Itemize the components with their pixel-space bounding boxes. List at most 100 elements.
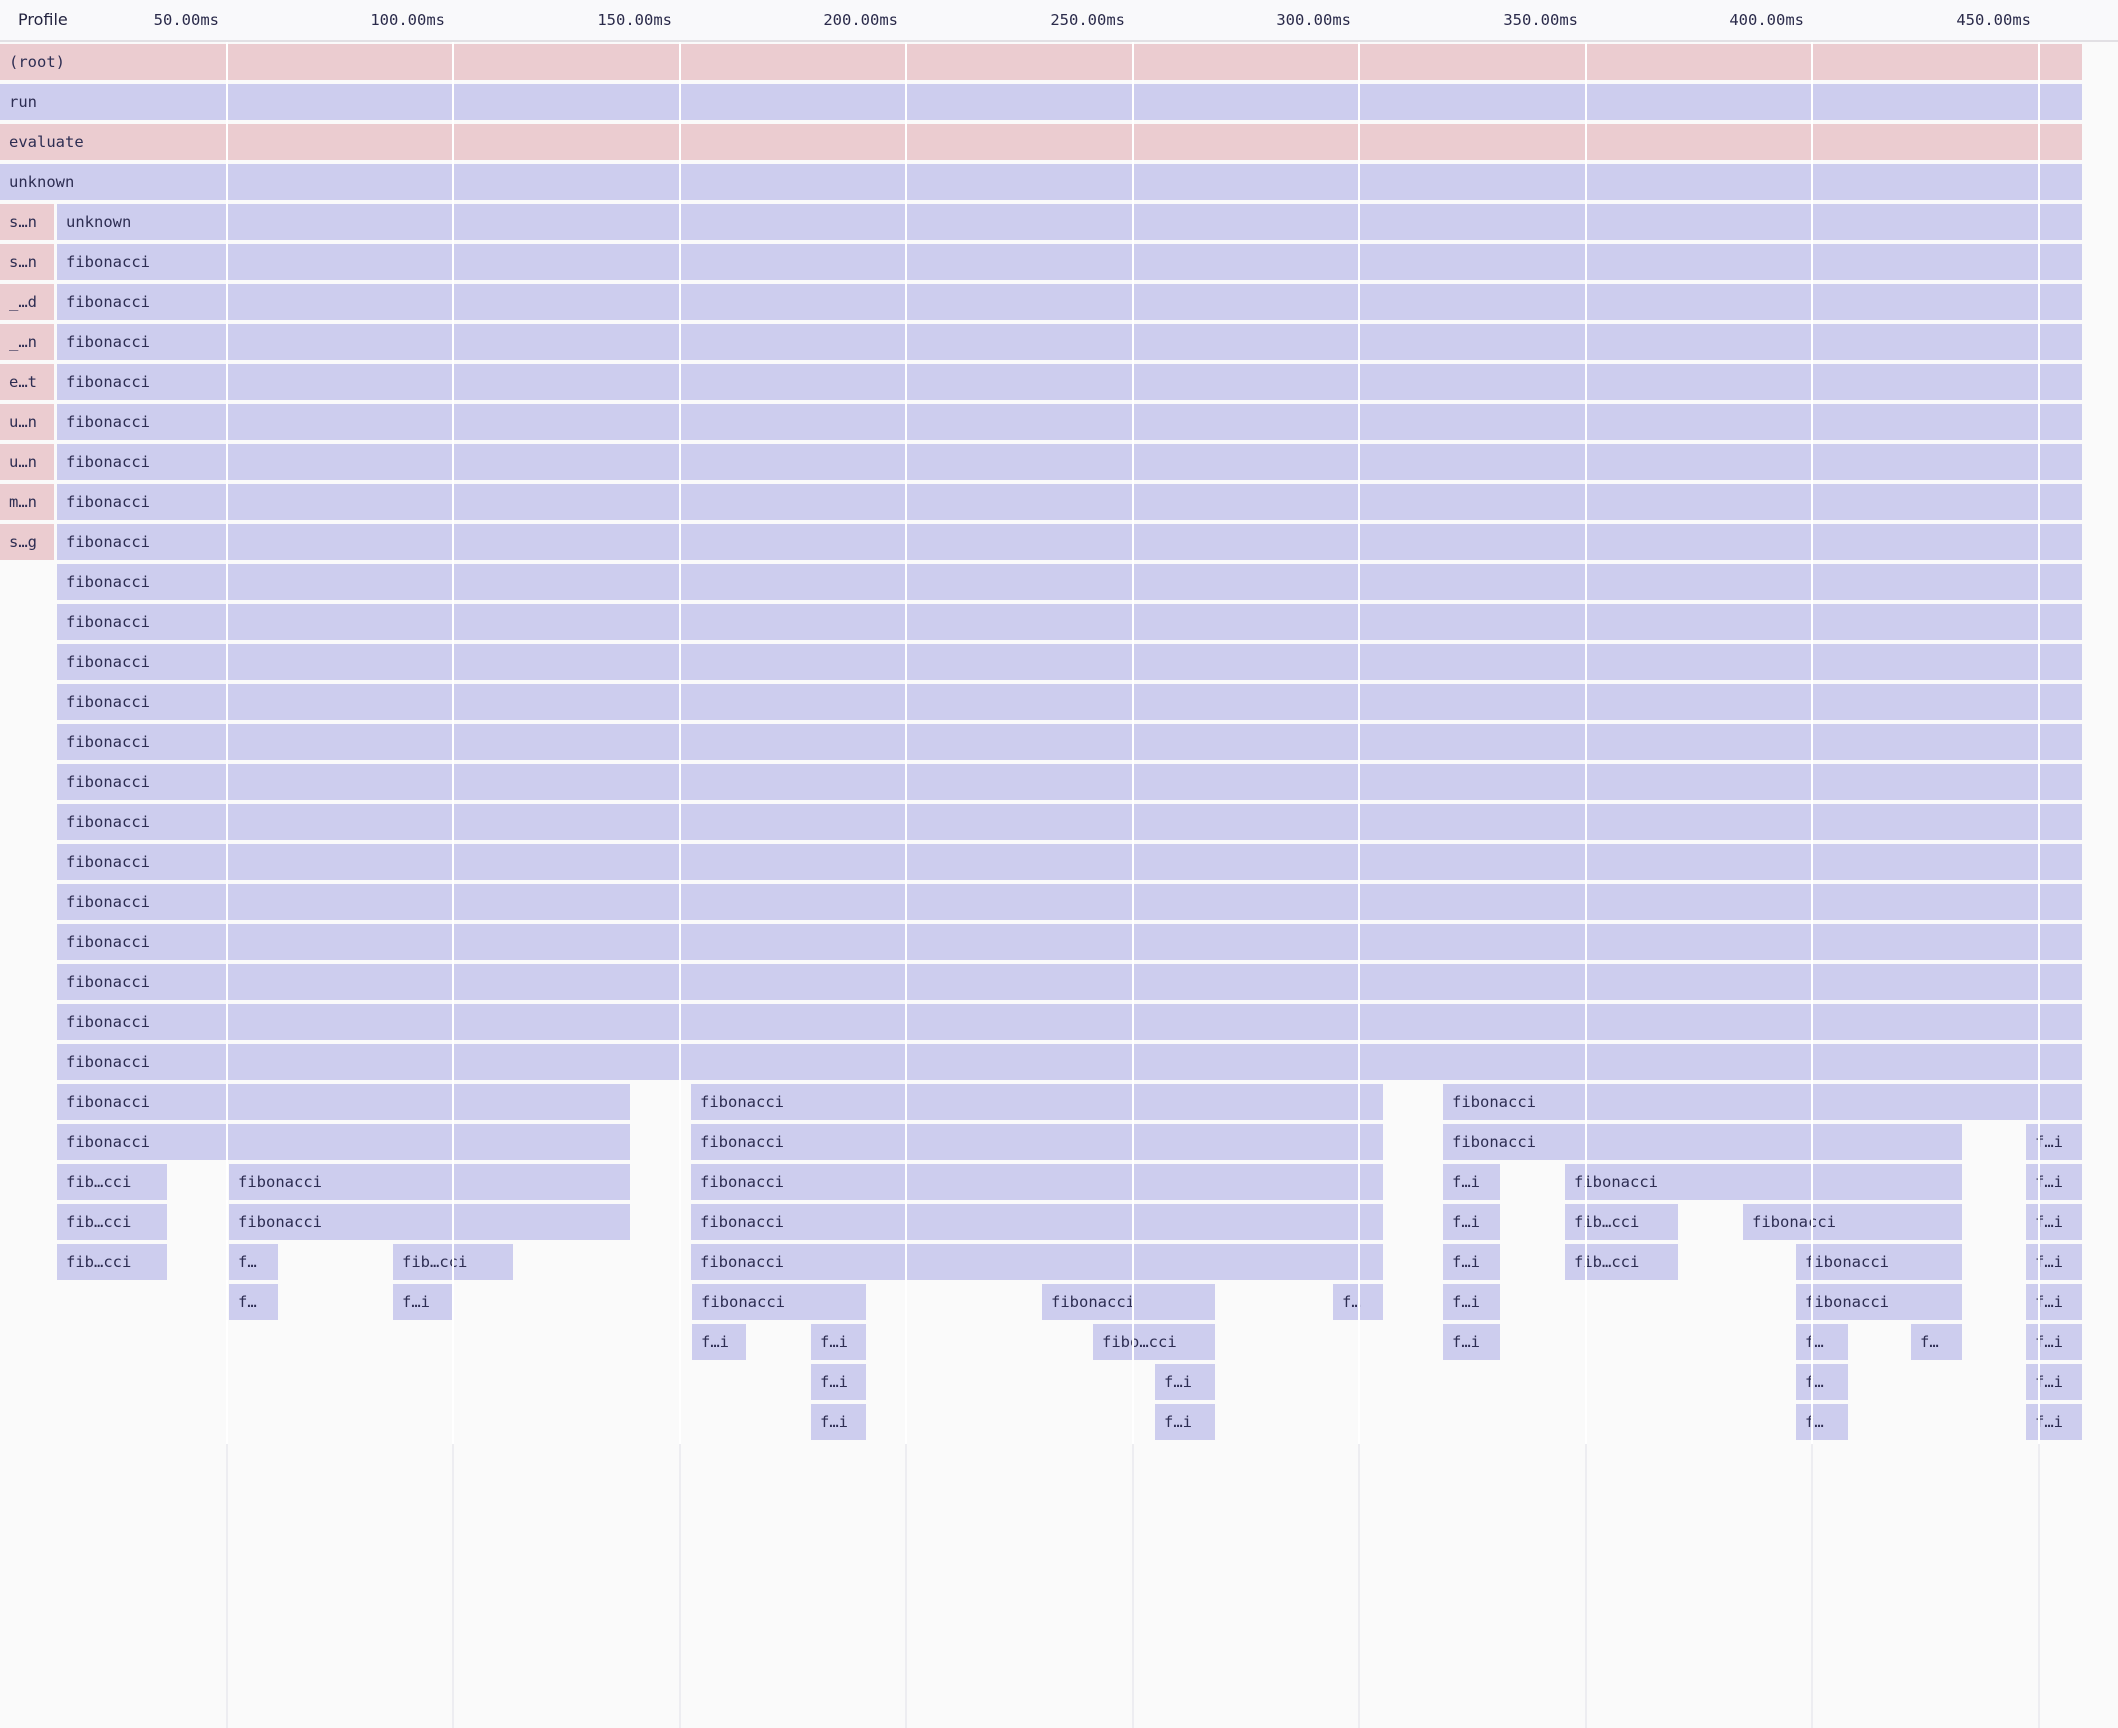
flame-bar[interactable]: fibonacci — [1443, 1084, 2082, 1120]
flame-bar[interactable]: fibonacci — [57, 644, 2082, 680]
flame-bar[interactable]: fibonacci — [1565, 1164, 1962, 1200]
time-tick-label: 400.00ms — [1729, 11, 1804, 29]
flame-bar[interactable]: fibonacci — [57, 1084, 630, 1120]
profile-tab-label: Profile — [18, 10, 68, 29]
flame-bar[interactable]: f…i — [1155, 1404, 1215, 1440]
flame-bar[interactable]: f…i — [2026, 1404, 2082, 1440]
flame-bar[interactable]: fibonacci — [1796, 1244, 1962, 1280]
flame-bar[interactable]: fibonacci — [57, 444, 2082, 480]
flame-bar[interactable]: s…n — [0, 244, 54, 280]
flame-bar[interactable]: unknown — [0, 164, 2082, 200]
flame-bar[interactable]: fibonacci — [57, 1044, 2082, 1080]
flame-bar[interactable]: fibonacci — [57, 244, 2082, 280]
time-tick-label: 50.00ms — [153, 11, 219, 29]
flame-bar[interactable]: f…i — [692, 1324, 746, 1360]
flame-bar[interactable]: fib…cci — [57, 1204, 167, 1240]
time-gridline — [905, 1444, 907, 1728]
time-gridline — [679, 42, 681, 1444]
time-tick-label: 250.00ms — [1050, 11, 1125, 29]
flame-bar[interactable]: f…i — [811, 1324, 866, 1360]
flame-bar[interactable]: fibonacci — [57, 564, 2082, 600]
flame-bar[interactable]: fibonacci — [1443, 1124, 1962, 1160]
flame-bar[interactable]: fibonacci — [229, 1204, 630, 1240]
flame-bar[interactable]: fibonacci — [229, 1164, 630, 1200]
flame-bar[interactable]: fibonacci — [691, 1084, 1383, 1120]
flame-bar[interactable]: f…i — [1443, 1164, 1500, 1200]
time-tick-label: 100.00ms — [370, 11, 445, 29]
flame-bar[interactable]: f…i — [811, 1404, 866, 1440]
time-gridline — [1585, 1444, 1587, 1728]
flame-bar[interactable]: fib…cci — [1565, 1204, 1678, 1240]
flame-bar[interactable]: f… — [1796, 1324, 1848, 1360]
flame-bar[interactable]: fibonacci — [57, 1004, 2082, 1040]
flame-bar[interactable]: f…i — [811, 1364, 866, 1400]
flame-bar[interactable]: fibonacci — [1796, 1284, 1962, 1320]
time-gridline — [1132, 42, 1134, 1444]
flame-bar[interactable]: fibonacci — [691, 1124, 1383, 1160]
flame-bar[interactable]: s…g — [0, 524, 54, 560]
flame-bar[interactable]: fibonacci — [57, 964, 2082, 1000]
flame-bar[interactable]: f… — [229, 1244, 278, 1280]
flame-bar[interactable]: f… — [1796, 1404, 1848, 1440]
flame-bar[interactable]: f…i — [2026, 1364, 2082, 1400]
flame-bar[interactable]: fibonacci — [57, 524, 2082, 560]
flame-bar[interactable]: fibonacci — [57, 684, 2082, 720]
flame-bar[interactable]: fibonacci — [57, 324, 2082, 360]
flame-bar[interactable]: fib…cci — [57, 1164, 167, 1200]
flame-bar[interactable]: f…i — [2026, 1324, 2082, 1360]
flame-bar[interactable]: fibonacci — [57, 484, 2082, 520]
flame-bar[interactable]: fibonacci — [57, 924, 2082, 960]
flame-bar[interactable]: run — [0, 84, 2082, 120]
flame-bar[interactable]: e…t — [0, 364, 54, 400]
flame-bar[interactable]: f…i — [2026, 1244, 2082, 1280]
flame-bar[interactable]: f…i — [1443, 1204, 1500, 1240]
flame-bar[interactable]: fibonacci — [57, 604, 2082, 640]
time-tick-label: 150.00ms — [597, 11, 672, 29]
flame-bar[interactable]: fibonacci — [57, 884, 2082, 920]
flame-bar[interactable]: f…i — [1443, 1244, 1500, 1280]
time-gridline — [2038, 42, 2040, 1444]
flame-bar[interactable]: fib…cci — [57, 1244, 167, 1280]
time-gridline — [1358, 1444, 1360, 1728]
flame-bar[interactable]: fibonacci — [57, 844, 2082, 880]
flame-bar[interactable]: f…i — [393, 1284, 453, 1320]
time-gridline — [1132, 1444, 1134, 1728]
flame-bar[interactable]: f…i — [2026, 1124, 2082, 1160]
time-tick-label: 350.00ms — [1503, 11, 1578, 29]
flame-bar[interactable]: fibonacci — [691, 1244, 1383, 1280]
flame-bar[interactable]: fibonacci — [57, 764, 2082, 800]
flame-bar[interactable]: fibonacci — [1743, 1204, 1962, 1240]
flame-bar[interactable]: u…n — [0, 444, 54, 480]
flame-bar[interactable]: f…i — [1443, 1284, 1500, 1320]
flame-bar[interactable]: f…i — [1443, 1324, 1500, 1360]
flame-bar[interactable]: evaluate — [0, 124, 2082, 160]
flame-bar[interactable]: u…n — [0, 404, 54, 440]
flame-bar[interactable]: fibonacci — [57, 724, 2082, 760]
flame-bar[interactable]: (root) — [0, 44, 2082, 80]
flame-bar[interactable]: s…n — [0, 204, 54, 240]
flame-bar[interactable]: fibonacci — [57, 1124, 630, 1160]
flame-bar[interactable]: f… — [1796, 1364, 1848, 1400]
flame-bar[interactable]: fib…cci — [1565, 1244, 1678, 1280]
flame-bar[interactable]: f… — [1911, 1324, 1962, 1360]
flame-bar[interactable]: f…i — [2026, 1284, 2082, 1320]
flame-bar[interactable]: fibonacci — [57, 284, 2082, 320]
flame-bar[interactable]: f…i — [1155, 1364, 1215, 1400]
flame-bar[interactable]: fibonacci — [57, 364, 2082, 400]
flame-bar[interactable]: f…i — [2026, 1164, 2082, 1200]
flame-bar[interactable]: unknown — [57, 204, 2082, 240]
flame-bar[interactable]: f…i — [2026, 1204, 2082, 1240]
flame-bar[interactable]: fibo…cci — [1093, 1324, 1215, 1360]
flame-bar[interactable]: fibonacci — [1042, 1284, 1215, 1320]
flame-bar[interactable]: fibonacci — [691, 1204, 1383, 1240]
flame-bar[interactable]: fibonacci — [691, 1164, 1383, 1200]
flame-bar[interactable]: _…d — [0, 284, 54, 320]
flame-bar[interactable]: fibonacci — [692, 1284, 866, 1320]
time-tick-label: 300.00ms — [1276, 11, 1351, 29]
flame-bar[interactable]: f… — [229, 1284, 278, 1320]
flame-bar[interactable]: _…n — [0, 324, 54, 360]
flame-bar[interactable]: fibonacci — [57, 404, 2082, 440]
time-gridline — [226, 42, 228, 1444]
flame-bar[interactable]: fibonacci — [57, 804, 2082, 840]
flame-bar[interactable]: m…n — [0, 484, 54, 520]
